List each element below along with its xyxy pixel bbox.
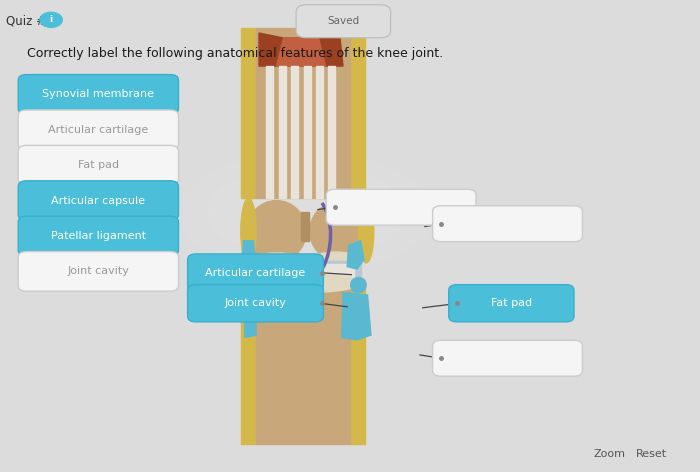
Polygon shape xyxy=(259,33,343,66)
Ellipse shape xyxy=(241,198,256,264)
FancyBboxPatch shape xyxy=(18,145,178,185)
Bar xyxy=(304,66,311,198)
FancyBboxPatch shape xyxy=(18,110,178,150)
Ellipse shape xyxy=(251,253,302,266)
Text: Patellar ligament: Patellar ligament xyxy=(51,231,146,241)
FancyBboxPatch shape xyxy=(433,340,582,376)
Bar xyxy=(350,283,365,444)
Text: Reset: Reset xyxy=(636,449,666,459)
Ellipse shape xyxy=(248,274,360,293)
FancyBboxPatch shape xyxy=(188,254,323,291)
Bar xyxy=(252,261,360,279)
Text: Saved: Saved xyxy=(328,16,359,26)
Ellipse shape xyxy=(246,201,307,262)
Polygon shape xyxy=(244,293,256,337)
Ellipse shape xyxy=(244,269,365,297)
FancyBboxPatch shape xyxy=(188,285,323,322)
Polygon shape xyxy=(342,293,371,340)
Bar xyxy=(231,33,455,444)
Text: Fat pad: Fat pad xyxy=(78,160,119,170)
Bar xyxy=(279,66,286,198)
Bar xyxy=(301,212,309,241)
Bar xyxy=(256,283,350,444)
Text: Synovial membrane: Synovial membrane xyxy=(42,89,154,100)
Bar xyxy=(258,264,354,278)
Text: Joint cavity: Joint cavity xyxy=(225,298,286,308)
Ellipse shape xyxy=(243,277,258,292)
Text: Quiz #4: Quiz #4 xyxy=(6,14,53,27)
FancyBboxPatch shape xyxy=(18,181,178,220)
Text: Articular cartilage: Articular cartilage xyxy=(48,125,148,135)
Ellipse shape xyxy=(309,203,363,260)
FancyBboxPatch shape xyxy=(433,206,582,242)
Text: Articular cartilage: Articular cartilage xyxy=(205,268,306,278)
Bar xyxy=(241,28,255,198)
Text: Zoom: Zoom xyxy=(593,449,625,459)
Bar xyxy=(266,66,273,198)
Text: Articular capsule: Articular capsule xyxy=(51,195,146,206)
Bar xyxy=(291,66,298,198)
FancyBboxPatch shape xyxy=(326,189,476,225)
FancyBboxPatch shape xyxy=(296,5,391,38)
Ellipse shape xyxy=(314,252,358,264)
Ellipse shape xyxy=(351,278,366,293)
Text: i: i xyxy=(50,15,52,25)
Circle shape xyxy=(40,12,62,27)
Bar xyxy=(241,283,255,444)
Ellipse shape xyxy=(358,202,374,263)
Text: Correctly label the following anatomical features of the knee joint.: Correctly label the following anatomical… xyxy=(27,47,442,60)
Bar xyxy=(256,28,350,198)
FancyBboxPatch shape xyxy=(18,75,178,114)
FancyBboxPatch shape xyxy=(18,216,178,256)
Polygon shape xyxy=(276,38,326,66)
FancyBboxPatch shape xyxy=(18,252,178,291)
Text: Joint cavity: Joint cavity xyxy=(67,266,130,277)
Bar xyxy=(316,66,323,198)
FancyBboxPatch shape xyxy=(449,285,574,322)
Text: Fat pad: Fat pad xyxy=(491,298,532,308)
Polygon shape xyxy=(242,241,256,267)
Bar xyxy=(328,66,335,198)
Bar xyxy=(350,28,365,198)
Polygon shape xyxy=(208,166,404,259)
Polygon shape xyxy=(347,241,364,269)
